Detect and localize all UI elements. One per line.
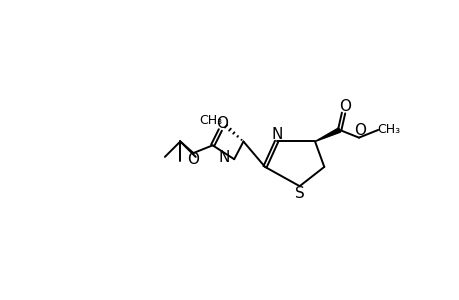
Text: CH₃: CH₃ — [376, 123, 400, 136]
Text: S: S — [294, 186, 304, 201]
Text: O: O — [215, 116, 227, 130]
Polygon shape — [314, 128, 340, 142]
Text: O: O — [338, 99, 350, 114]
Text: CH₃: CH₃ — [199, 114, 222, 127]
Text: O: O — [353, 123, 365, 138]
Text: N: N — [271, 127, 282, 142]
Text: N: N — [218, 150, 229, 165]
Text: O: O — [186, 152, 198, 167]
